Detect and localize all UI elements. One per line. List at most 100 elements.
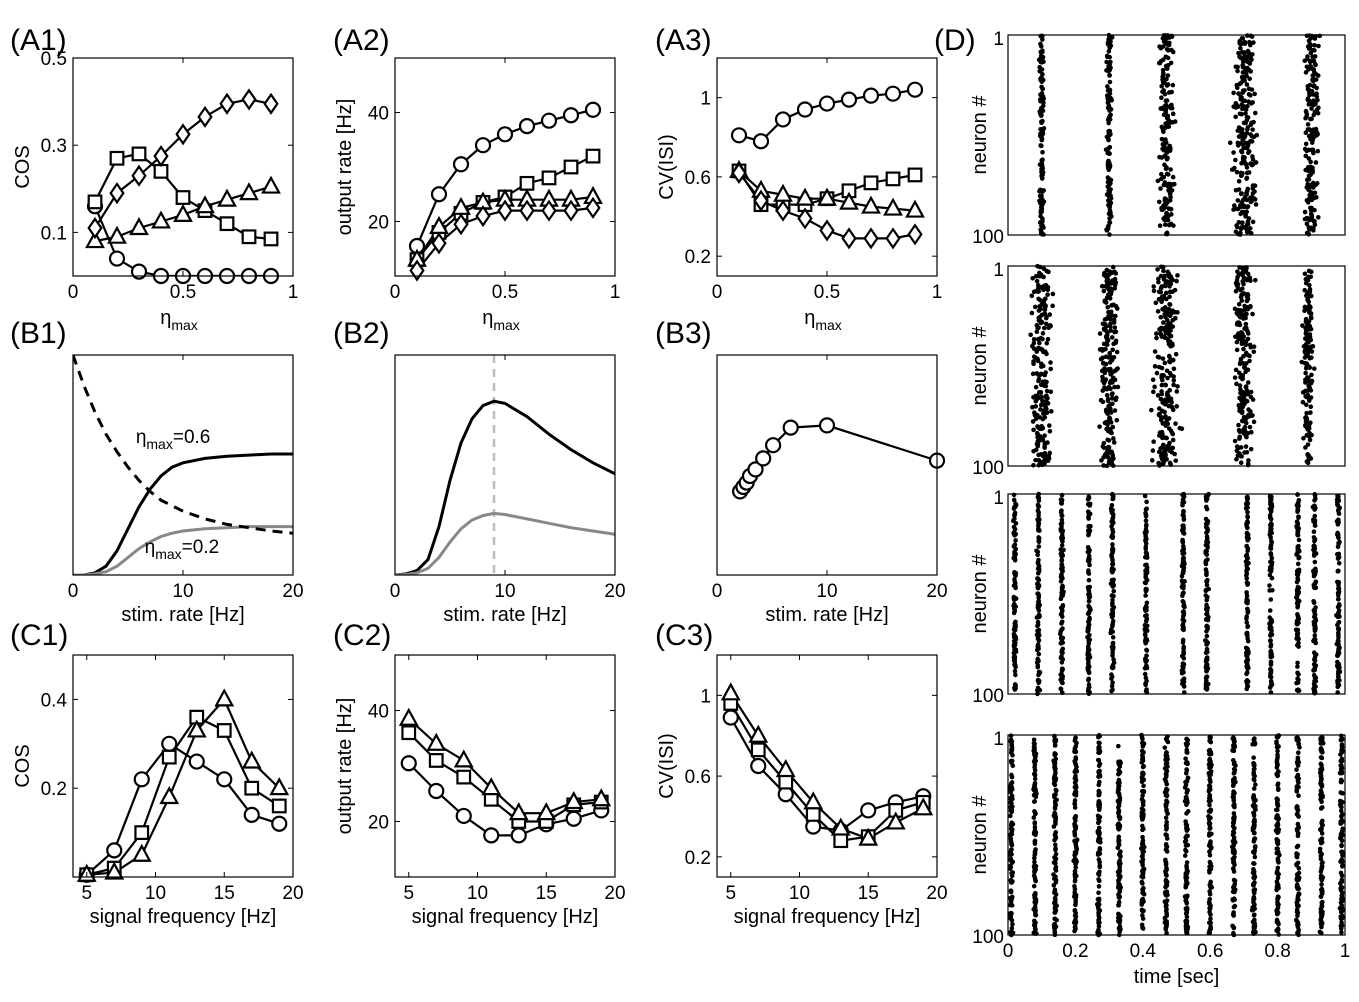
spike (1306, 177, 1312, 182)
spike (1164, 66, 1170, 71)
spike (1269, 538, 1274, 544)
spike (1107, 194, 1112, 200)
spike (1109, 451, 1115, 457)
spike (1207, 906, 1213, 911)
spike (1168, 60, 1174, 66)
spike (1185, 788, 1190, 793)
spike (1303, 370, 1308, 376)
spike (1310, 92, 1316, 97)
spike (1009, 911, 1014, 916)
spike (1232, 375, 1238, 380)
spike (1244, 118, 1250, 123)
spike (1009, 774, 1015, 780)
spike (1311, 668, 1316, 673)
spike (1295, 524, 1300, 530)
spike (1160, 70, 1166, 76)
spike (1244, 398, 1250, 404)
y-tick-label-A3-2: 1 (700, 89, 711, 110)
data-point-A2-3-5 (519, 199, 535, 222)
spike-burst-1-0 (1028, 263, 1056, 468)
spike (1097, 847, 1103, 853)
spike (1043, 315, 1049, 321)
raster-ytick-bottom-0: 100 (972, 227, 1004, 248)
spike (1335, 663, 1341, 668)
spike (1309, 101, 1315, 107)
spike (1038, 407, 1043, 412)
data-point-A1-0-1 (108, 250, 126, 267)
spike (1036, 576, 1041, 582)
spike (1302, 216, 1308, 222)
spike (1031, 462, 1036, 468)
spike-burst-2-1 (1034, 491, 1043, 697)
data-point-C1-0-7 (271, 815, 288, 832)
spike-burst-2-11 (1310, 492, 1319, 696)
spike (1205, 617, 1210, 622)
panel-label-A1: (A1) (10, 24, 67, 57)
spike (1157, 154, 1162, 160)
spike (1307, 45, 1313, 50)
spike (1208, 846, 1214, 851)
spike (1169, 33, 1174, 39)
spike (1009, 809, 1015, 814)
spike (1041, 287, 1046, 293)
spike (1096, 884, 1102, 889)
spike (1269, 560, 1275, 565)
spike (1162, 915, 1168, 921)
data-point-A1-2-0 (85, 230, 105, 249)
data-point-C2-1-0 (401, 725, 417, 741)
spike (1100, 388, 1106, 393)
spike (1269, 654, 1275, 659)
spike (1253, 844, 1258, 849)
spike (1158, 453, 1164, 459)
spike (1183, 819, 1188, 824)
spike (1294, 502, 1300, 508)
plot-area-B2 (395, 355, 615, 575)
spike (1140, 889, 1146, 895)
spike (1104, 53, 1110, 59)
spike (1205, 649, 1210, 655)
spike (1208, 920, 1214, 926)
spike (1038, 126, 1043, 132)
spike (1151, 389, 1156, 395)
raster-frame-0 (1007, 34, 1346, 236)
spike (1163, 815, 1169, 821)
spike (1144, 616, 1150, 622)
spike (1140, 853, 1145, 859)
data-point-A3-0-8 (906, 81, 924, 98)
spike (1144, 648, 1150, 653)
spike (1166, 181, 1172, 187)
spike (1313, 585, 1318, 591)
spike (1031, 448, 1036, 454)
spike (1203, 593, 1209, 598)
spike (1156, 60, 1162, 66)
spike (1040, 118, 1045, 124)
spike (1108, 629, 1114, 635)
data-point-A1-3-4 (175, 123, 191, 146)
spike (1110, 542, 1115, 547)
spike (1235, 281, 1241, 287)
spike (1029, 310, 1035, 316)
spike (1306, 156, 1312, 161)
spike (1207, 892, 1213, 897)
spike (1312, 42, 1317, 48)
spike (1252, 854, 1258, 860)
spike (1034, 632, 1040, 638)
spike (1295, 544, 1301, 550)
spike (1242, 326, 1247, 331)
spike (1306, 339, 1311, 345)
spike (1106, 133, 1112, 138)
spike (1029, 293, 1035, 299)
spike (1208, 749, 1214, 755)
spike (1155, 267, 1160, 272)
spike (1143, 657, 1149, 662)
spike (1170, 174, 1176, 180)
spike (1163, 280, 1169, 286)
spike (1268, 638, 1273, 643)
spike (1040, 379, 1046, 385)
spike (1045, 292, 1050, 297)
spike (1053, 868, 1059, 873)
spike (1232, 814, 1237, 819)
spike (1107, 188, 1112, 194)
spike (1037, 111, 1043, 117)
